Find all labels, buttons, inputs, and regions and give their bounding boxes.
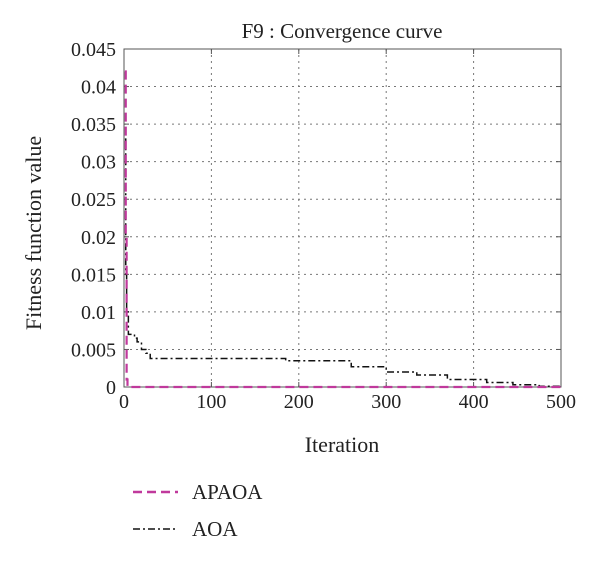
x-tick-label: 0 bbox=[119, 391, 129, 413]
grid-lines bbox=[124, 49, 561, 387]
x-tick-label: 400 bbox=[459, 391, 489, 413]
legend-label-aoa: AOA bbox=[192, 517, 238, 541]
y-tick-label: 0.015 bbox=[71, 264, 116, 286]
axis-ticks: 0 100 200 300 400 500 0 0.005 0.01 0.015 0.02 0.025… bbox=[71, 39, 576, 413]
x-tick-label: 500 bbox=[546, 391, 576, 413]
y-tick-label: 0.01 bbox=[81, 302, 116, 324]
x-axis-title: Iteration bbox=[305, 432, 380, 457]
y-tick-label: 0.03 bbox=[81, 152, 116, 174]
legend: APAOA AOA bbox=[133, 480, 263, 541]
y-axis-title: Fitness function value bbox=[21, 136, 46, 330]
y-tick-label: 0.04 bbox=[81, 77, 116, 99]
y-tick-label: 0.005 bbox=[71, 339, 116, 361]
series-lines bbox=[124, 70, 561, 389]
y-tick-label: 0.025 bbox=[71, 189, 116, 211]
y-tick-label: 0.02 bbox=[81, 227, 116, 249]
series-line-apaoa bbox=[124, 70, 561, 389]
plot-area-frame bbox=[123, 48, 562, 388]
series-line-aoa bbox=[124, 138, 561, 387]
y-tick-label: 0 bbox=[106, 377, 116, 399]
x-tick-label: 300 bbox=[371, 391, 401, 413]
chart-title: F9 : Convergence curve bbox=[242, 19, 443, 43]
y-tick-label: 0.045 bbox=[71, 39, 116, 61]
x-tick-label: 100 bbox=[196, 391, 226, 413]
legend-label-apaoa: APAOA bbox=[192, 480, 263, 504]
y-tick-label: 0.035 bbox=[71, 114, 116, 136]
x-tick-label: 200 bbox=[284, 391, 314, 413]
